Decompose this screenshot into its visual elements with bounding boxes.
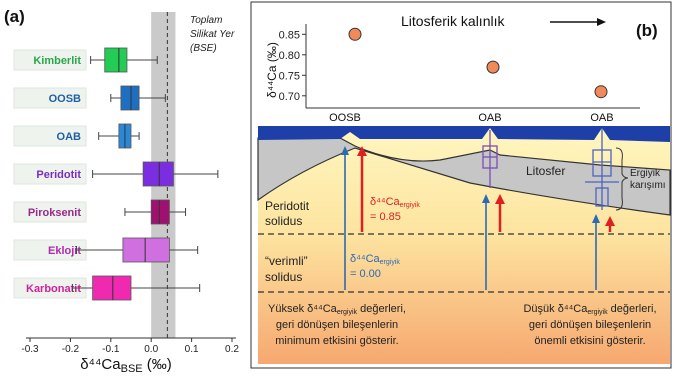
crust-band: [258, 126, 670, 142]
panel-b-frame: [250, 1, 672, 369]
fertile-solidus-label: “verimli” solidus: [265, 254, 311, 284]
category-label-text-eklojit: Eklojit: [48, 245, 81, 257]
x-ticks: -0.3 -0.2 -0.1 0.0 0.1 0.2: [21, 338, 239, 355]
bse-label: Toplam Silikat Yer (BSE): [190, 15, 237, 54]
left-note-line-2: geri dönüşen bileşenlerin: [276, 319, 398, 331]
melt-conduit-oab2: [585, 128, 619, 210]
category-label-bg-oosb: [13, 87, 87, 109]
category-label-bg-peridotit: [13, 163, 87, 185]
category-label-karbonatit: Karbonatit: [13, 277, 87, 299]
site-label-oab-2: OAB: [590, 112, 613, 124]
category-label-oosb: OOSB: [13, 87, 87, 109]
category-label-text-oab: OAB: [57, 131, 82, 143]
box-peridotit: [142, 161, 174, 187]
lithosphere-label: Litosfer: [526, 164, 565, 178]
red-formula-value: = 0.85: [370, 211, 401, 223]
x-tick-label: 0.0: [144, 344, 158, 355]
category-label-kimberlit: Kimberlit: [13, 49, 87, 71]
blue-formula: δ⁴⁴Caergiyik: [350, 253, 400, 266]
category-label-text-piroksenit: Piroksenit: [28, 207, 82, 219]
x-axis-label: δ⁴⁴CaBSE (‰): [80, 356, 172, 372]
category-label-peridotit: Peridotit: [13, 163, 87, 185]
right-note-line-2: geri dönüşen bileşenlerin: [529, 319, 651, 331]
box-piroksenit: [150, 199, 170, 225]
x-tick-label: -0.2: [62, 344, 80, 355]
left-note-line-3: minimum etkisini gösterir.: [275, 335, 398, 347]
y-tick-label: 0.80: [279, 50, 300, 62]
melt-mixing-bracket: [615, 147, 629, 211]
lithosphere: [257, 137, 671, 216]
right-note-line-3: önemli etkisini gösterir.: [534, 335, 645, 347]
category-label-text-peridotit: Peridotit: [36, 169, 81, 181]
category-label-piroksenit: Piroksenit: [13, 201, 87, 223]
category-label-bg-oab: [13, 125, 87, 147]
left-note-line-1: Yüksek δ⁴⁴Caergiyik değerleri,: [268, 303, 406, 316]
category-label-bg-piroksenit: [13, 201, 87, 223]
category-label-oab: OAB: [13, 125, 87, 147]
blue-formula-value: = 0.00: [350, 268, 381, 280]
panel-a-label: (a): [4, 7, 25, 26]
scatter-point-3: [594, 85, 608, 99]
site-label-oosb: OOSB: [329, 112, 361, 124]
box-kimberlit: [104, 47, 128, 73]
scatter-point-2: [486, 60, 500, 74]
red-formula: δ⁴⁴Caergiyik: [370, 196, 420, 209]
box-eklojit: [122, 237, 170, 263]
x-tick-label: -0.1: [102, 344, 120, 355]
inset-scatter-points: [348, 27, 608, 99]
box-karbonatit: [92, 275, 132, 301]
category-label-text-kimberlit: Kimberlit: [33, 55, 81, 67]
y-tick-label: 0.70: [279, 91, 300, 103]
lithosphere-thickness-label: Litosferik kalınlık: [401, 13, 505, 29]
inset-y-ticks: 0.70 0.75 0.80 0.85: [279, 29, 306, 103]
x-tick-label: 0.2: [225, 344, 239, 355]
y-tick-label: 0.85: [279, 29, 300, 41]
scatter-point-1: [348, 27, 362, 41]
x-tick-label: -0.3: [21, 344, 39, 355]
peridotite-solidus-label: Peridotit solidus: [265, 199, 312, 228]
inset-y-axis-label: δ⁴⁴Ca (‰): [265, 42, 279, 98]
category-label-bg-kimberlit: [13, 49, 87, 71]
box-plot-group: Kimberlit OOSB OAB Peridotit Piroksenit Ekloj…: [13, 47, 219, 301]
x-tick-label: 0.1: [185, 344, 199, 355]
thickness-arrowhead: [597, 18, 606, 26]
y-tick-label: 0.75: [279, 70, 300, 82]
arrows: [341, 146, 615, 290]
box-oosb: [120, 85, 140, 111]
site-label-oab-1: OAB: [478, 112, 501, 124]
right-note-line-1: Düşük δ⁴⁴Caergiyik değerleri,: [523, 303, 656, 316]
category-label-text-oosb: OOSB: [49, 93, 81, 105]
category-label-text-karbonatit: Karbonatit: [26, 283, 81, 295]
melt-mixing-label: Ergiyik karışımı: [630, 168, 666, 191]
category-label-eklojit: Eklojit: [13, 239, 87, 261]
panel-b-label: (b): [636, 21, 658, 40]
melt-conduit-oab1: [482, 130, 498, 188]
